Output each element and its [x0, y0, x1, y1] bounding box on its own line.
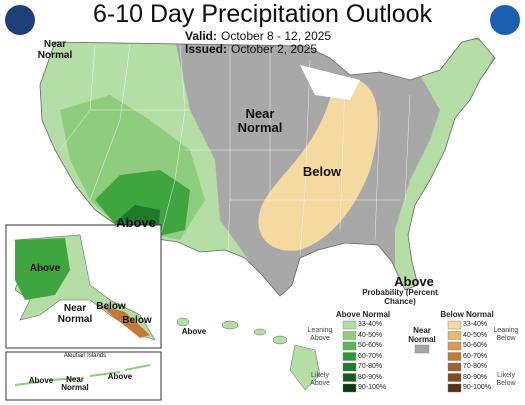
aleutian-label: Near Normal — [61, 375, 89, 393]
aleutian-title: Aleutian Islands — [63, 353, 107, 359]
below-range: 70-80% — [463, 363, 488, 370]
valid-date: October 8 - 12, 2025 — [221, 29, 332, 43]
below-swatch — [447, 373, 462, 382]
aleutian-label: Above — [28, 376, 54, 385]
likely-below: Likely Below — [496, 372, 516, 387]
aleutian-islands — [14, 364, 151, 386]
above-swatch — [342, 352, 357, 361]
above-swatch — [342, 373, 357, 382]
legend-above-title: Above Normal — [335, 310, 391, 319]
issued-label: Issued: — [185, 42, 228, 56]
map-label: Below — [302, 164, 342, 179]
map-label: Near Normal — [37, 39, 73, 61]
state-lines — [59, 44, 411, 256]
alaska-label: Above — [29, 263, 61, 274]
below-range: 50-60% — [463, 342, 488, 349]
valid-label: Valid: — [185, 29, 218, 43]
hawaii-label: Above — [181, 327, 207, 336]
near-swatch — [414, 344, 430, 354]
alaska-label: Below — [122, 315, 152, 326]
above-swatch — [342, 383, 357, 393]
above-range: 90-100% — [358, 384, 387, 391]
above-swatch — [342, 331, 357, 340]
issued-date: October 2, 2025 — [231, 42, 318, 56]
above-range: 50-60% — [358, 342, 383, 349]
below-range: 80-90% — [463, 373, 488, 381]
noaa-logo — [490, 5, 520, 35]
likely-above: Likely Above — [310, 372, 330, 387]
above-swatch — [342, 320, 357, 330]
title: 6-10 Day Precipitation Outlook — [92, 0, 433, 28]
alaska-below — [100, 305, 150, 338]
above-range: 40-50% — [358, 331, 383, 339]
map-label: Above — [394, 274, 434, 289]
above-swatch — [342, 362, 357, 372]
above-range: 33-40% — [358, 321, 383, 328]
hawaii — [176, 317, 321, 391]
leaning-below: Leaning Below — [493, 327, 519, 342]
above-swatch — [342, 341, 357, 351]
valid: Valid: October 8 - 12, 2025 — [185, 29, 331, 43]
below-range: 40-50% — [463, 331, 488, 339]
below-swatch — [447, 362, 462, 372]
legend-title: Probability (Percent Chance) — [362, 288, 438, 306]
below-swatch — [447, 383, 462, 393]
below-range: 33-40% — [463, 321, 488, 328]
alaska-label: Below — [96, 301, 126, 312]
alaska-label: Near Normal — [57, 303, 93, 325]
above-range: 70-80% — [358, 363, 383, 370]
aleutian-label: Above — [107, 372, 133, 381]
below-range: 60-70% — [463, 352, 488, 360]
below-range: 90-100% — [463, 384, 492, 391]
leaning-above: Leaning Above — [307, 327, 333, 342]
below-swatch — [447, 352, 462, 361]
issued: Issued: October 2, 2025 — [185, 42, 317, 56]
above-range: 80-90% — [358, 373, 383, 381]
aleutian-inset — [5, 351, 162, 401]
below-swatch — [447, 341, 462, 351]
above-range: 60-70% — [358, 352, 383, 360]
doc-logo — [5, 5, 35, 35]
map-label: Above — [116, 215, 156, 230]
legend — [342, 320, 462, 393]
below-swatch — [447, 331, 462, 340]
alaska-above — [15, 238, 70, 300]
legend-near-title: Near Normal — [408, 326, 436, 344]
below-swatch — [447, 320, 462, 330]
legend-below-title: Below Normal — [440, 310, 494, 319]
map-label: Near Normal — [237, 106, 283, 135]
